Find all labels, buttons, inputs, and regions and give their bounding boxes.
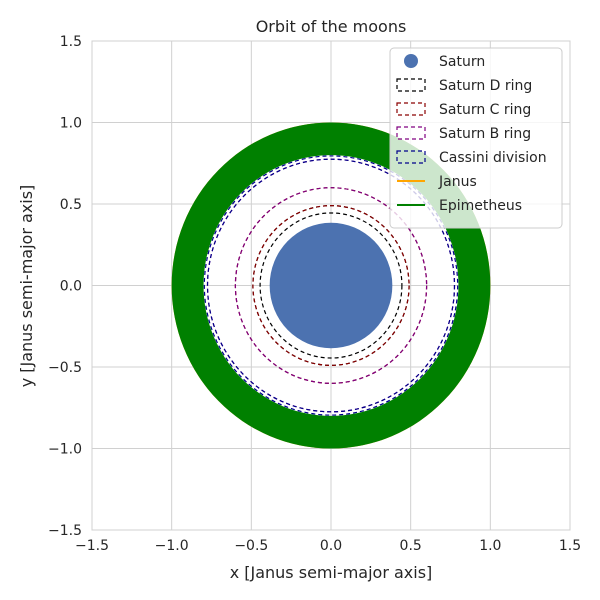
legend-label-epimetheus: Epimetheus [439, 198, 522, 214]
data-layer [171, 122, 491, 449]
x-tick-label: 1.5 [559, 538, 581, 554]
legend-label-saturn-d-ring: Saturn D ring [439, 78, 532, 94]
legend-label-saturn-b-ring: Saturn B ring [439, 126, 531, 142]
x-axis-label: x [Janus semi-major axis] [230, 563, 433, 582]
legend: Saturn Saturn D ring Saturn C ring Saturn B… [389, 47, 563, 229]
saturn-b-ring-inner-edge [234, 187, 428, 384]
x-tick-label: 0.0 [320, 538, 342, 554]
legend-label-janus: Janus [438, 174, 477, 190]
y-tick-label: 0.5 [60, 197, 82, 213]
cassini-division-inner-edge [206, 158, 456, 413]
legend-label-cassini-division: Cassini division [439, 150, 547, 166]
legend-label-saturn: Saturn [439, 54, 485, 70]
legend-marker-saturn-c-ring [396, 102, 426, 116]
y-tick-label: 1.0 [60, 116, 82, 132]
legend-marker-cassini-division [396, 150, 426, 164]
tick-labels: −1.5 −1.0 −0.5 0.0 0.5 1.0 1.5 −1.5 −1.0 −0.5 0.0 0… [48, 34, 581, 554]
y-tick-label: 1.5 [60, 34, 82, 50]
saturn-disk [269, 222, 393, 349]
y-tick-label: −0.5 [48, 360, 82, 376]
legend-marker-saturn-b-ring [396, 126, 426, 140]
chart-title: Orbit of the moons [256, 17, 407, 36]
x-tick-label: 0.5 [400, 538, 422, 554]
cassini-division-outer-edge [203, 155, 459, 416]
y-tick-label: −1.5 [48, 523, 82, 539]
saturn-c-ring-inner-edge [252, 205, 410, 366]
x-tick-label: −1.0 [155, 538, 189, 554]
y-tick-label: −1.0 [48, 442, 82, 458]
legend-label-saturn-c-ring: Saturn C ring [439, 102, 531, 118]
y-tick-label: 0.0 [60, 279, 82, 295]
x-tick-label: −0.5 [234, 538, 268, 554]
x-tick-label: 1.0 [479, 538, 501, 554]
x-tick-label: −1.5 [75, 538, 109, 554]
saturn-d-ring-inner-edge [259, 212, 403, 359]
legend-box [389, 47, 563, 229]
y-axis-label: y [Janus semi-major axis] [17, 185, 36, 388]
legend-marker-saturn-d-ring [396, 78, 426, 92]
legend-marker-saturn [404, 54, 418, 68]
